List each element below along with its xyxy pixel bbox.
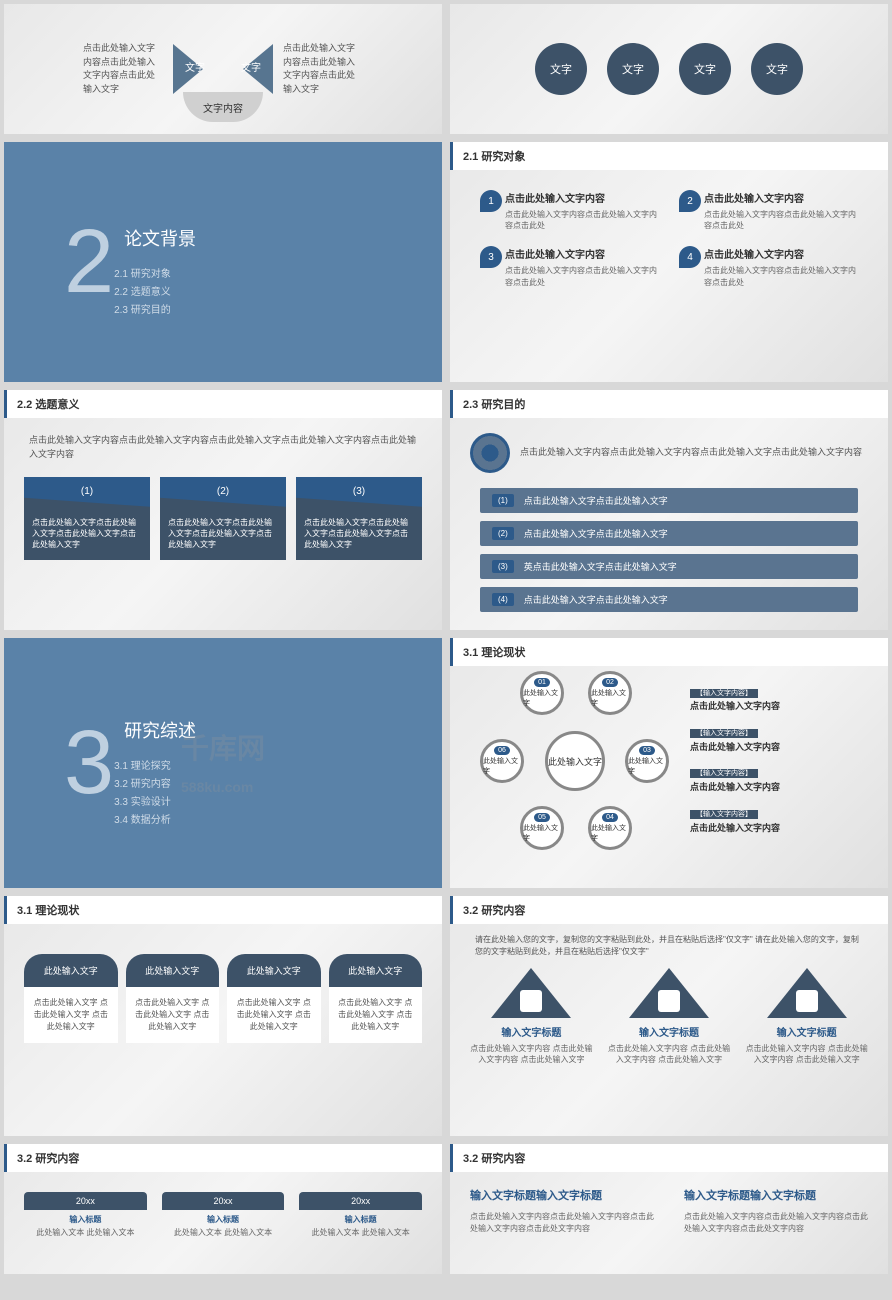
header-3-1: 3.1 理论现状 — [450, 638, 888, 666]
pillar-3: 此处输入文字点击此处输入文字 点击此处输入文字 点击此处输入文字 — [227, 954, 321, 1043]
node-3: 03此处输入文字 — [625, 739, 669, 783]
center-node: 此处输入文字 — [545, 731, 605, 791]
node-2: 02此处输入文字 — [588, 671, 632, 715]
document-icon — [629, 968, 709, 1018]
section-title: 论文背景 — [124, 225, 196, 251]
section-3: 3 研究综述 3.1 理论探究 3.2 研究内容 3.3 实验设计 3.4 数据… — [4, 638, 442, 888]
card-2: (2)点击此处输入文字点击此处输入文字点击此处输入文字点击此处输入文字 — [160, 477, 286, 561]
card-3: (3)点击此处输入文字点击此处输入文字点击此处输入文字点击此处输入文字 — [296, 477, 422, 561]
hex-diagram: 此处输入文字 01此处输入文字 02此处输入文字 03此处输入文字 04此处输入… — [460, 671, 690, 851]
section-list: 2.1 研究对象 2.2 选题意义 2.3 研究目的 — [114, 266, 196, 320]
section-num: 2 — [64, 217, 114, 307]
col-2: 输入文字标题输入文字标题点击此处输入文字内容点击此处输入文字内容点击此处输入文字… — [684, 1187, 868, 1235]
section-list-3: 3.1 理论探究 3.2 研究内容 3.3 实验设计 3.4 数据分析 — [114, 758, 196, 830]
slide-3-1b: 3.1 理论现状 此处输入文字点击此处输入文字 点击此处输入文字 点击此处输入文… — [4, 896, 442, 1136]
header-3-2-tl: 3.2 研究内容 — [4, 1144, 442, 1172]
slide-2-2: 2.2 选题意义 点击此处输入文字内容点击此处输入文字内容点击此处输入文字点击此… — [4, 390, 442, 630]
slide-circles: 文字 文字 文字 文字 — [450, 4, 888, 134]
item-4: 4点击此处输入文字内容点击此处输入文字内容点击此处输入文字内容点击此处 — [679, 246, 858, 287]
slide-3-2-tl: 3.2 研究内容 20xx输入标题此处输入文本 此处输入文本 20xx输入标题此… — [4, 1144, 442, 1274]
header-3-2b: 3.2 研究内容 — [450, 1144, 888, 1172]
slide-2-3: 2.3 研究目的 点击此处输入文字内容点击此处输入文字内容点击此处输入文字点击此… — [450, 390, 888, 630]
tl-1: 20xx输入标题此处输入文本 此处输入文本 — [24, 1192, 147, 1238]
slide-diamond: 点击此处输入文字内容点击此处输入文字内容点击此处输入文字 文字 文字 文字内容 … — [4, 4, 442, 134]
diamond-diagram: 文字 文字 文字内容 — [173, 34, 273, 104]
intro-2-3: 点击此处输入文字内容点击此处输入文字内容点击此处输入文字点击此处输入文字内容 — [520, 446, 862, 460]
pillar-4: 此处输入文字点击此处输入文字 点击此处输入文字 点击此处输入文字 — [329, 954, 423, 1043]
header-3-1b: 3.1 理论现状 — [4, 896, 442, 924]
header-2-3: 2.3 研究目的 — [450, 390, 888, 418]
bar-3: (3)英点击此处输入文字点击此处输入文字 — [480, 554, 858, 579]
s1-right-text: 点击此处输入文字内容点击此处输入文字内容点击此处输入文字 — [283, 42, 363, 96]
section-title-3: 研究综述 — [124, 717, 196, 743]
circle-4: 文字 — [751, 43, 803, 95]
node-4: 04此处输入文字 — [588, 806, 632, 850]
slide-2-1: 2.1 研究对象 1点击此处输入文字内容点击此处输入文字内容点击此处输入文字内容… — [450, 142, 888, 382]
item-3: 3点击此处输入文字内容点击此处输入文字内容点击此处输入文字内容点击此处 — [480, 246, 659, 287]
arc-label: 文字内容 — [183, 92, 263, 122]
header-3-2: 3.2 研究内容 — [450, 896, 888, 924]
slide-3-1: 3.1 理论现状 此处输入文字 01此处输入文字 02此处输入文字 03此处输入… — [450, 638, 888, 888]
slide-grid: 点击此处输入文字内容点击此处输入文字内容点击此处输入文字 文字 文字 文字内容 … — [0, 0, 892, 1278]
section-2: 2 论文背景 2.1 研究对象 2.2 选题意义 2.3 研究目的 — [4, 142, 442, 382]
card-1: (1)点击此处输入文字点击此处输入文字点击此处输入文字点击此处输入文字 — [24, 477, 150, 561]
wheel-icon — [470, 433, 510, 473]
node-6: 06此处输入文字 — [480, 739, 524, 783]
bar-1: (1)点击此处输入文字点击此处输入文字 — [480, 488, 858, 513]
col-1: 输入文字标题输入文字标题点击此处输入文字内容点击此处输入文字内容点击此处输入文字… — [470, 1187, 654, 1235]
item-1: 1点击此处输入文字内容点击此处输入文字内容点击此处输入文字内容点击此处 — [480, 190, 659, 231]
pillar-2: 此处输入文字点击此处输入文字 点击此处输入文字 点击此处输入文字 — [126, 954, 220, 1043]
pillar-1: 此处输入文字点击此处输入文字 点击此处输入文字 点击此处输入文字 — [24, 954, 118, 1043]
bar-2: (2)点击此处输入文字点击此处输入文字 — [480, 521, 858, 546]
tri-col-1: 输入文字标题点击此处输入文字内容 点击此处输入文字内容 点击此处输入文字 — [470, 968, 593, 1065]
right-list: 【输入文字内容】点击此处输入文字内容 【输入文字内容】点击此处输入文字内容 【输… — [690, 687, 780, 836]
envelope-icon — [491, 968, 571, 1018]
s1-left-text: 点击此处输入文字内容点击此处输入文字内容点击此处输入文字 — [83, 42, 163, 96]
tl-3: 20xx输入标题此处输入文本 此处输入文本 — [299, 1192, 422, 1238]
circle-2: 文字 — [607, 43, 659, 95]
tri-col-2: 输入文字标题点击此处输入文字内容 点击此处输入文字内容 点击此处输入文字 — [608, 968, 731, 1065]
intro-3-2: 请在此处输入您的文字，复制您的文字粘贴到此处，并且在粘贴后选择"仅文字" 请在此… — [450, 924, 888, 968]
bar-4: (4)点击此处输入文字点击此处输入文字 — [480, 587, 858, 612]
node-5: 05此处输入文字 — [520, 806, 564, 850]
edit-icon — [767, 968, 847, 1018]
tri-col-3: 输入文字标题点击此处输入文字内容 点击此处输入文字内容 点击此处输入文字 — [745, 968, 868, 1065]
slide-3-2: 3.2 研究内容 请在此处输入您的文字，复制您的文字粘贴到此处，并且在粘贴后选择… — [450, 896, 888, 1136]
header-2-2: 2.2 选题意义 — [4, 390, 442, 418]
item-2: 2点击此处输入文字内容点击此处输入文字内容点击此处输入文字内容点击此处 — [679, 190, 858, 231]
node-1: 01此处输入文字 — [520, 671, 564, 715]
circle-1: 文字 — [535, 43, 587, 95]
tl-2: 20xx输入标题此处输入文本 此处输入文本 — [162, 1192, 285, 1238]
section-num-3: 3 — [64, 718, 114, 808]
intro-2-2: 点击此处输入文字内容点击此处输入文字内容点击此处输入文字点击此处输入文字内容点击… — [4, 418, 442, 477]
header-2-1: 2.1 研究对象 — [450, 142, 888, 170]
circle-3: 文字 — [679, 43, 731, 95]
slide-3-2b: 3.2 研究内容 输入文字标题输入文字标题点击此处输入文字内容点击此处输入文字内… — [450, 1144, 888, 1274]
